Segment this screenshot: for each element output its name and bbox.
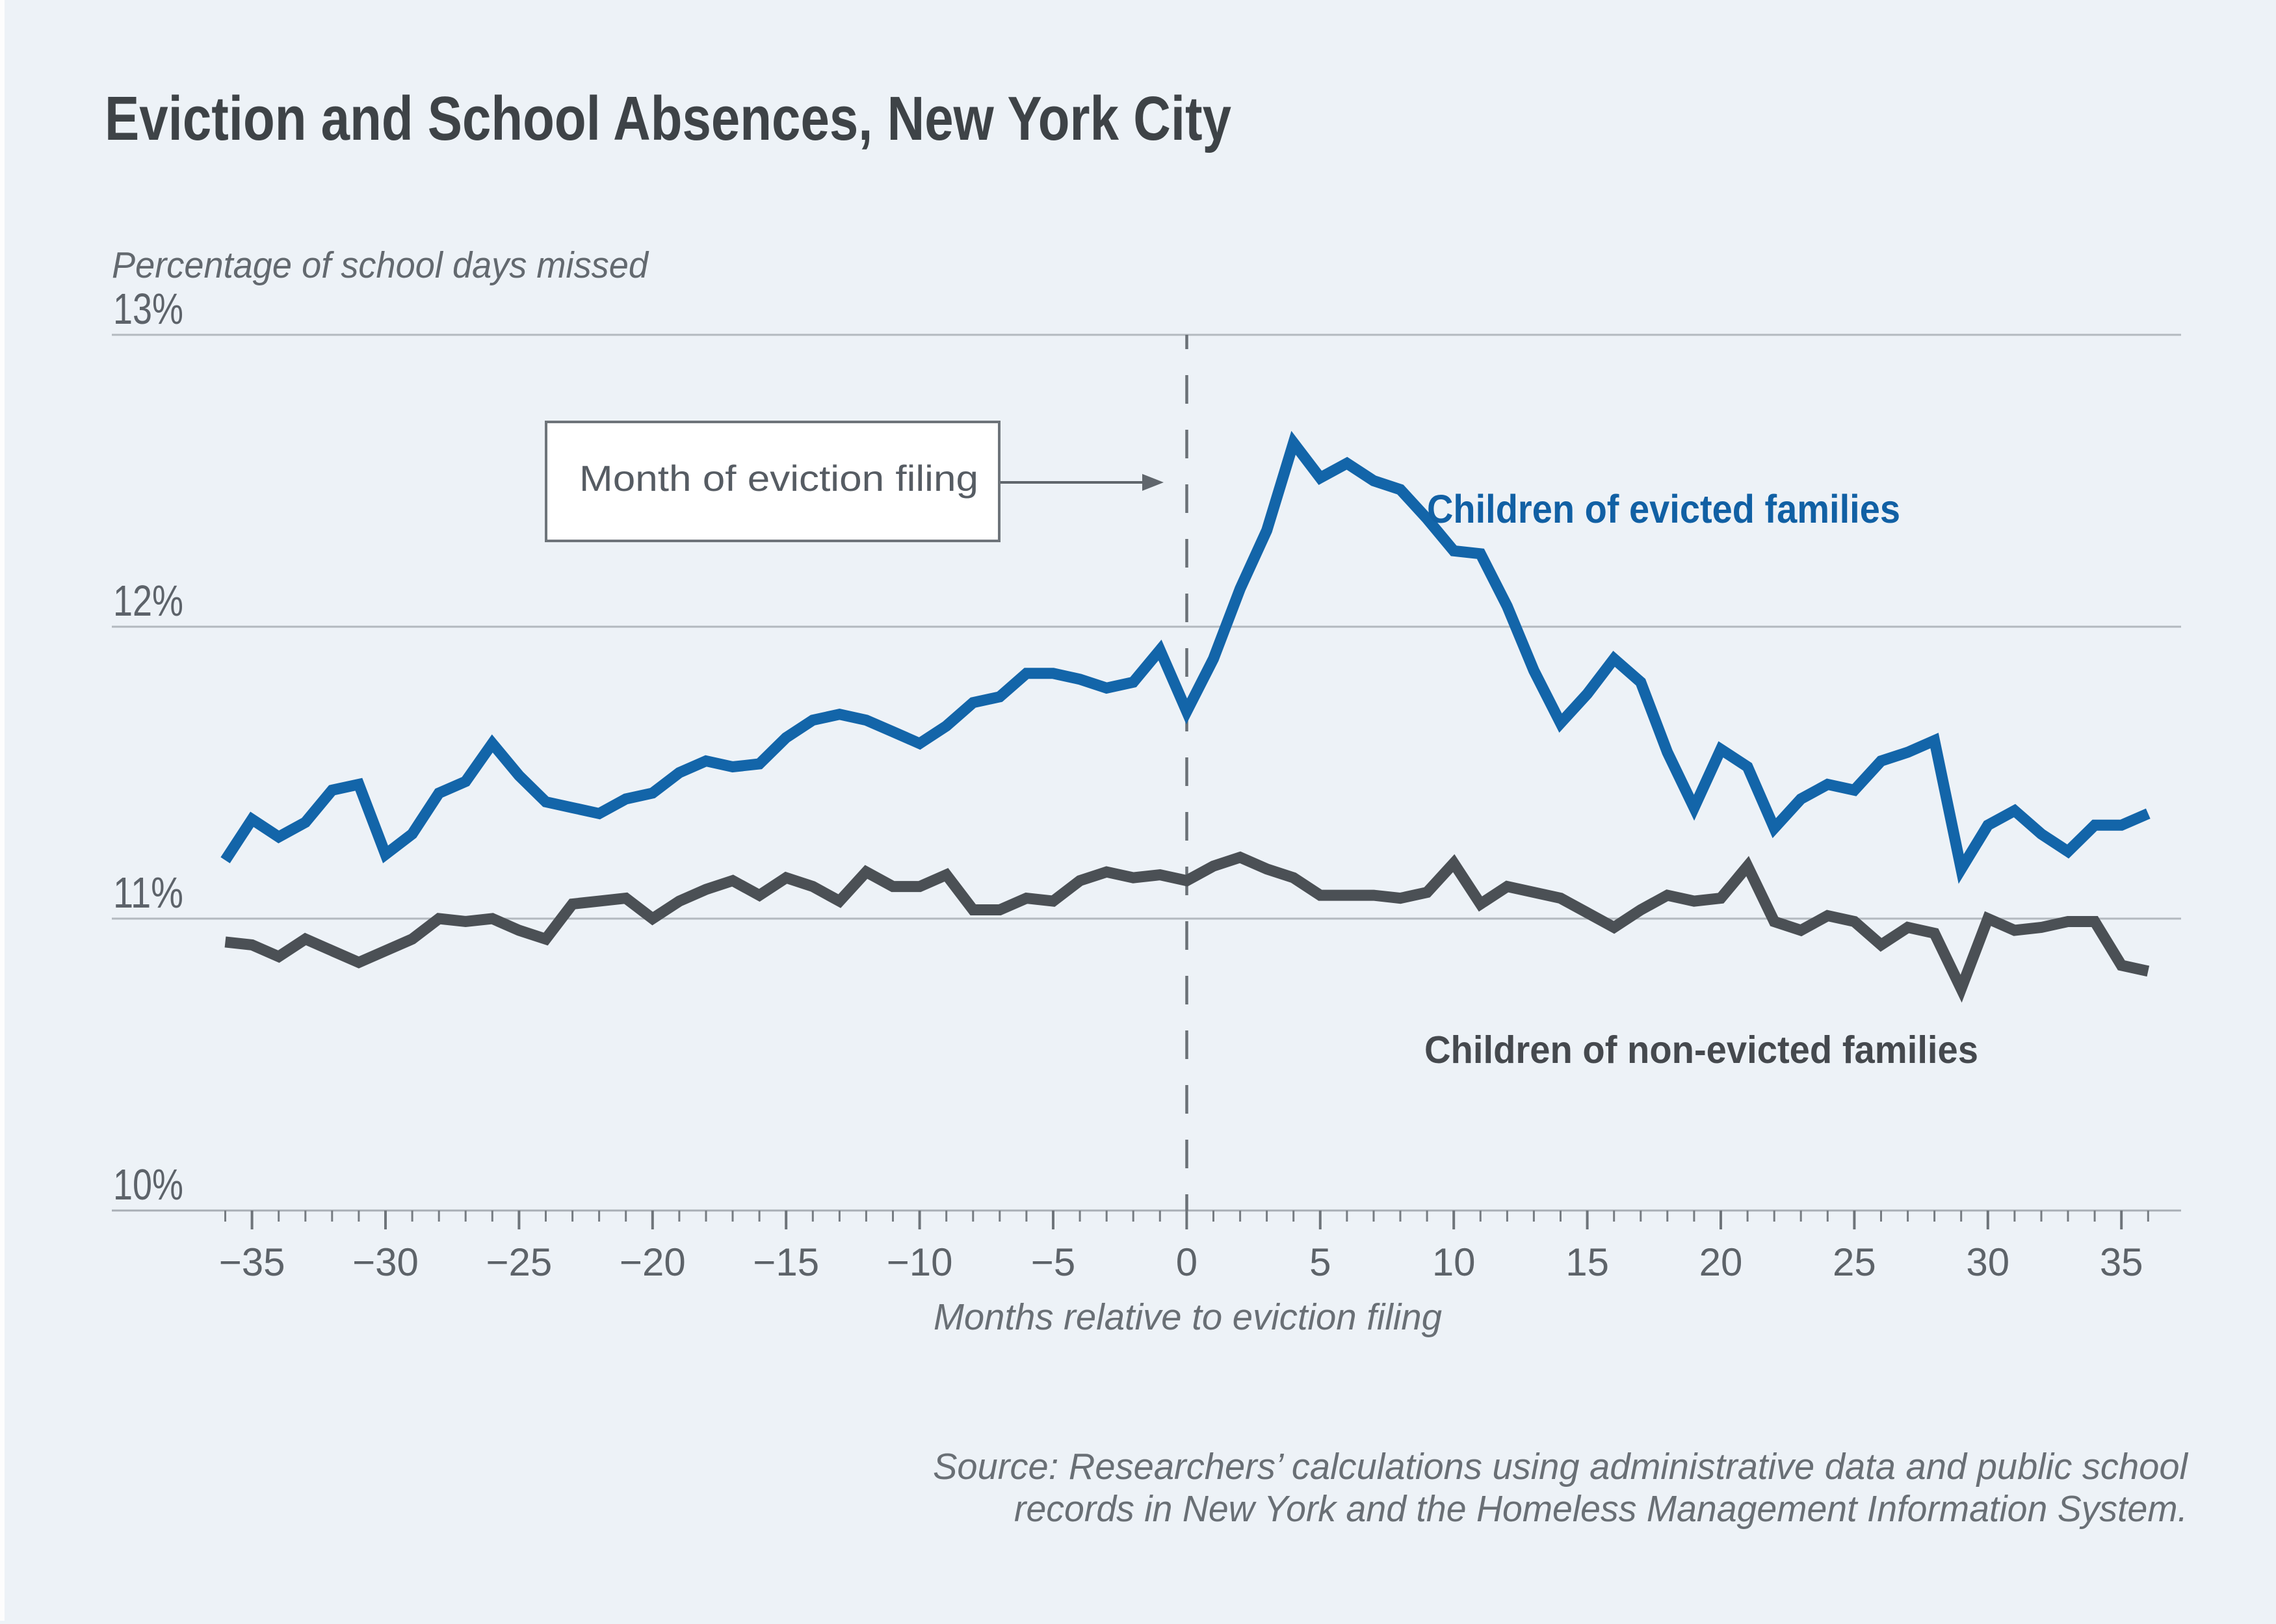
svg-text:10: 10 [1432,1240,1476,1284]
svg-text:−35: −35 [219,1240,285,1284]
svg-text:20: 20 [1699,1240,1743,1284]
svg-text:Percentage of school days miss: Percentage of school days missed [112,244,649,286]
svg-text:Month of eviction filing: Month of eviction filing [579,458,978,499]
svg-text:−10: −10 [887,1240,953,1284]
svg-text:Eviction and School Absences,: Eviction and School Absences, New York C… [105,84,1231,153]
svg-text:−15: −15 [753,1240,819,1284]
svg-text:25: 25 [1833,1240,1876,1284]
svg-text:−30: −30 [352,1240,419,1284]
svg-text:15: 15 [1565,1240,1609,1284]
svg-text:12%: 12% [113,577,183,625]
svg-text:11%: 11% [113,869,183,917]
svg-text:−20: −20 [620,1240,686,1284]
svg-text:13%: 13% [113,285,183,334]
svg-text:30: 30 [1966,1240,2009,1284]
svg-text:5: 5 [1309,1240,1331,1284]
svg-text:Children of non-evicted famili: Children of non-evicted families [1424,1028,1978,1071]
svg-text:35: 35 [2100,1240,2143,1284]
svg-text:Children of evicted families: Children of evicted families [1427,487,1900,531]
svg-text:Months relative to eviction fi: Months relative to eviction filing [934,1296,1442,1338]
svg-text:records in New York and the Ho: records in New York and the Homeless Man… [1014,1488,2188,1530]
svg-text:Source: Researchers’ calculati: Source: Researchers’ calculations using … [933,1446,2188,1487]
svg-text:0: 0 [1176,1240,1197,1284]
svg-text:−5: −5 [1031,1240,1075,1284]
svg-text:10%: 10% [113,1160,183,1209]
svg-text:−25: −25 [486,1240,553,1284]
